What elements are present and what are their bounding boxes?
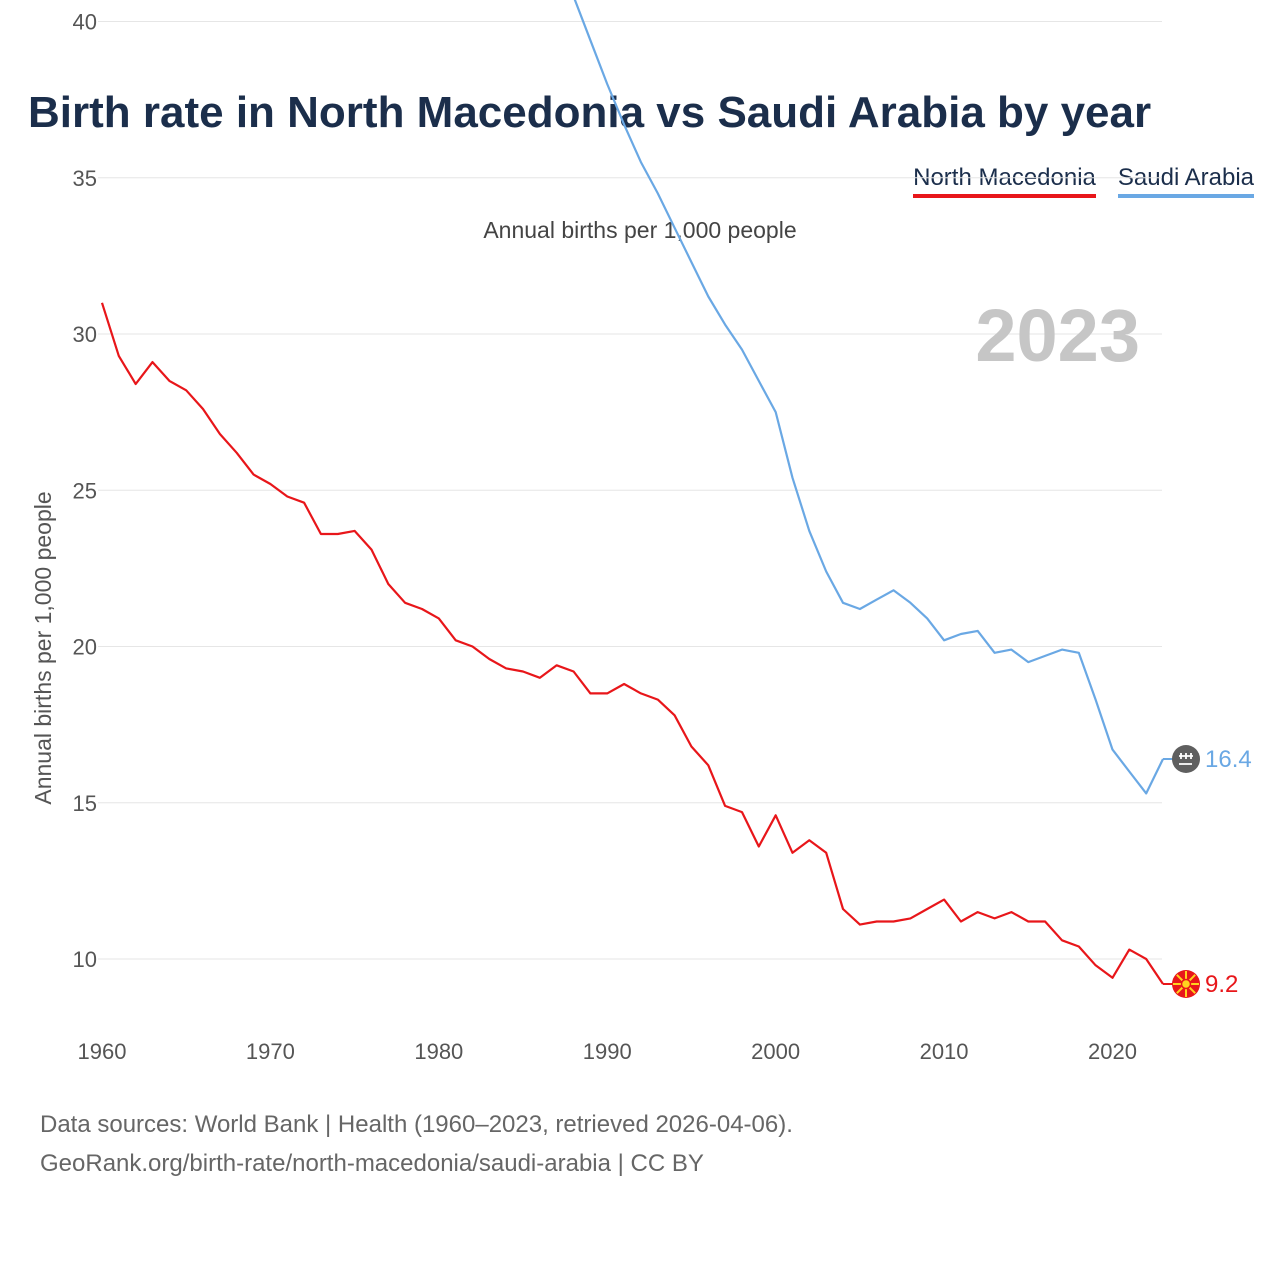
series-end-markers: 9.2 16.4 xyxy=(1163,745,1252,998)
x-tick-1960: 1960 xyxy=(78,1039,127,1064)
y-tick-25: 25 xyxy=(73,478,97,503)
series-line-north-macedonia[interactable] xyxy=(100,302,1164,985)
legend: North Macedonia Saudi Arabia xyxy=(913,164,1254,198)
x-axis-ticks: 1960 1970 1980 1990 2000 2010 2020 xyxy=(78,1039,1137,1064)
flag-icon-saudi-arabia xyxy=(1172,745,1200,773)
flag-icon-north-macedonia xyxy=(1172,970,1200,998)
line-chart: 101520253035404550 196019701980199020002… xyxy=(30,0,1252,1064)
series-lines xyxy=(100,0,1164,985)
y-tick-30: 30 xyxy=(73,322,97,347)
source-line-2[interactable]: GeoRank.org/birth-rate/north-macedonia/s… xyxy=(40,1150,704,1177)
y-tick-10: 10 xyxy=(73,947,97,972)
x-tick-2000: 2000 xyxy=(751,1039,800,1064)
series-line-saudi-arabia[interactable] xyxy=(102,0,1164,795)
year-label: 2023 xyxy=(975,294,1140,377)
end-value-label-saudi-arabia: 16.4 xyxy=(1205,746,1252,773)
y-tick-35: 35 xyxy=(73,166,97,191)
y-tick-15: 15 xyxy=(73,791,97,816)
y-tick-20: 20 xyxy=(73,635,97,660)
chart-subtitle: Annual births per 1,000 people xyxy=(483,217,797,243)
chart-title: Birth rate in North Macedonia vs Saudi A… xyxy=(28,88,1152,137)
x-tick-2010: 2010 xyxy=(920,1039,969,1064)
data-source-note: Data sources: World Bank | Health (1960–… xyxy=(40,1105,793,1183)
grid-lines xyxy=(98,21,1162,960)
end-value-label-north-macedonia: 9.2 xyxy=(1205,971,1238,998)
x-tick-1970: 1970 xyxy=(246,1039,295,1064)
y-axis-ticks: 101520253035404550 xyxy=(73,10,97,973)
x-tick-1980: 1980 xyxy=(414,1039,463,1064)
source-line-1: Data sources: World Bank | Health (1960–… xyxy=(40,1111,793,1138)
x-tick-2020: 2020 xyxy=(1088,1039,1137,1064)
x-tick-1990: 1990 xyxy=(583,1039,632,1064)
y-tick-40: 40 xyxy=(73,10,97,35)
y-axis-label: Annual births per 1,000 people xyxy=(30,491,56,804)
